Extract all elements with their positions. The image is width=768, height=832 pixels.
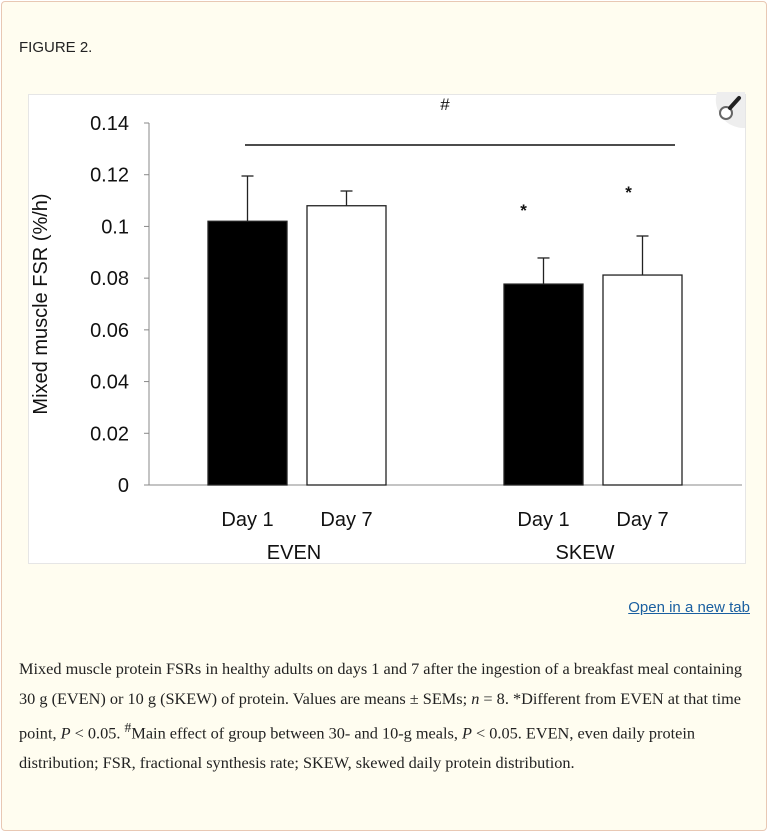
x-tick-label: Day 7 bbox=[616, 509, 668, 531]
y-tick-label: 0.14 bbox=[90, 113, 129, 135]
group-label: SKEW bbox=[556, 542, 615, 564]
y-tick-label: 0.06 bbox=[90, 320, 129, 342]
bracket-label: # bbox=[440, 95, 450, 114]
figure-label: FIGURE 2. bbox=[19, 39, 93, 56]
bar bbox=[602, 274, 683, 486]
magnifier-icon[interactable] bbox=[709, 92, 745, 128]
y-tick-label: 0 bbox=[118, 475, 129, 497]
caption-italic: n bbox=[471, 688, 480, 708]
x-tick-label: Day 1 bbox=[517, 509, 569, 531]
y-axis-label: Mixed muscle FSR (%/h) bbox=[30, 193, 52, 414]
bar bbox=[207, 220, 288, 486]
x-tick-label: Day 1 bbox=[221, 509, 273, 531]
y-tick-label: 0.04 bbox=[90, 372, 129, 394]
bar-chart: 0 0.02 0.04 0.06 0.08 0.1 0.12 0.14 Mixed muscle… bbox=[30, 95, 742, 564]
caption-text: < 0.05. bbox=[70, 723, 125, 743]
caption-superscript: # bbox=[124, 720, 132, 735]
caption-italic: P bbox=[462, 723, 472, 743]
y-tick-label: 0.02 bbox=[90, 423, 129, 445]
caption-text: Main effect of group between 30- and 10-… bbox=[131, 723, 462, 743]
open-in-new-tab-link[interactable]: Open in a new tab bbox=[628, 599, 750, 616]
y-tick-label: 0.1 bbox=[101, 216, 129, 238]
significance-asterisk: * bbox=[625, 183, 632, 202]
y-tick-label: 0.12 bbox=[90, 165, 129, 187]
significance-asterisk: * bbox=[520, 201, 527, 220]
caption-text: < 0.05. EVEN, even daily protein distrib… bbox=[19, 723, 696, 772]
bar bbox=[503, 283, 584, 486]
caption-italic: P bbox=[60, 723, 71, 743]
caption-text: Mixed muscle protein FSRs in healthy adu… bbox=[19, 659, 742, 708]
y-tick-label: 0.08 bbox=[90, 268, 129, 290]
x-tick-label: Day 7 bbox=[320, 509, 372, 531]
caption-text: = 8. *Different from EVEN at that time p… bbox=[19, 688, 741, 743]
bar bbox=[306, 205, 387, 486]
group-label: EVEN bbox=[267, 542, 321, 564]
figure-caption: Mixed muscle protein FSRs in healthy adu… bbox=[19, 654, 754, 777]
